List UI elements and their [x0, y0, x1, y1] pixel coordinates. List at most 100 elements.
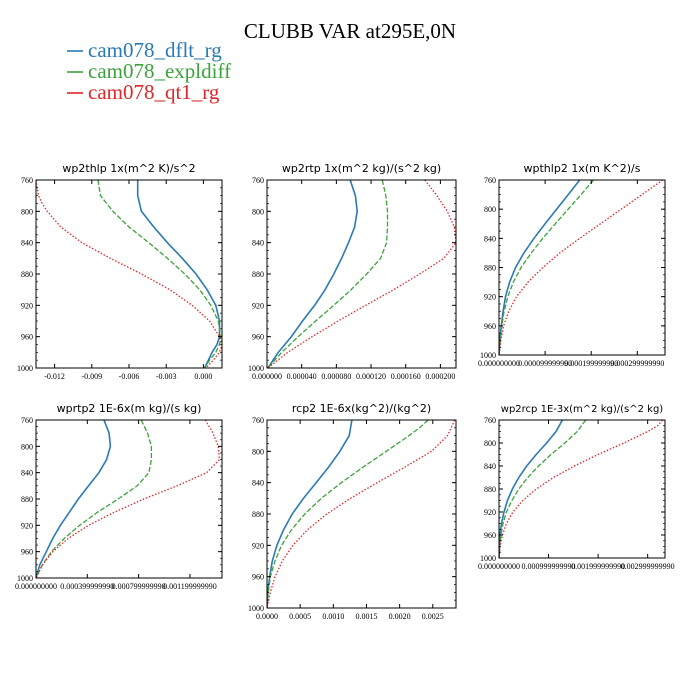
series-line: [499, 180, 594, 355]
panel-title: wp2thlp 1x(m^2 K)/s^2: [62, 162, 195, 175]
y-tick-label: 920: [484, 293, 496, 302]
x-tick-label: 0.000399999990: [60, 582, 114, 591]
y-tick-label: 840: [252, 239, 264, 248]
x-tick-label: 0.000080: [321, 372, 351, 381]
chart-panel: wp2rtp 1x(m^2 kg)/(s^2 kg) 760 800 840 880 92…: [248, 162, 457, 381]
x-tick-label: 0.000799999990: [112, 582, 166, 591]
y-tick-label: 920: [252, 301, 264, 310]
x-tick-label: 0.000000000: [478, 359, 520, 368]
chart-panel: wpthlp2 1x(m K^2)/s 760 800 840 880 920 960 100…: [478, 162, 666, 368]
x-tick-label: 0.001199999990: [163, 582, 217, 591]
series-line: [36, 420, 112, 578]
x-tick-label: -0.006: [119, 372, 140, 381]
y-tick-label: 760: [21, 416, 33, 425]
panel-title: wp2rcp 1E-3x(m^2 kg)/(s^2 kg): [501, 404, 664, 415]
series-line: [36, 420, 221, 578]
x-tick-label: 0.002999999990: [621, 562, 675, 571]
x-tick-label: 0.000200: [425, 372, 455, 381]
series-line: [499, 420, 587, 558]
x-tick-label: -0.009: [81, 372, 102, 381]
plot-frame: [266, 419, 457, 609]
chart-panel: wprtp2 1E-6x(m kg)/(s kg) 760 800 840 880 920…: [15, 402, 223, 591]
y-tick-label: 960: [252, 333, 264, 342]
x-tick-label: 0.000000000: [15, 582, 57, 591]
y-tick-label: 920: [21, 301, 33, 310]
panel-title: rcp2 1E-6x(kg^2)/(kg^2): [292, 402, 431, 415]
plot-frame: [35, 419, 223, 579]
series-line: [267, 420, 353, 608]
legend-entry: cam078_qt1_rg: [88, 80, 220, 104]
y-tick-label: 840: [484, 234, 496, 243]
y-tick-label: 880: [252, 510, 264, 519]
series-line: [36, 420, 153, 578]
series-line: [267, 180, 359, 368]
y-tick-label: 800: [21, 442, 33, 451]
panel-title: wpthlp2 1x(m K^2)/s: [524, 162, 641, 175]
series-line: [499, 420, 663, 558]
series-line: [36, 180, 222, 368]
y-tick-label: 960: [21, 548, 33, 557]
y-tick-label: 1000: [248, 364, 264, 373]
y-tick-label: 1000: [480, 351, 496, 360]
x-tick-label: 0.0005: [289, 612, 311, 621]
y-tick-label: 840: [484, 462, 496, 471]
x-tick-label: 0.0010: [322, 612, 344, 621]
y-tick-label: 840: [21, 469, 33, 478]
legend-entry: cam078_expldiff: [88, 59, 231, 83]
y-tick-label: 760: [484, 176, 496, 185]
y-tick-label: 960: [252, 573, 264, 582]
x-tick-label: 0.000999999990: [522, 562, 576, 571]
series-line: [97, 180, 222, 368]
y-tick-label: 800: [484, 205, 496, 214]
y-tick-label: 840: [21, 239, 33, 248]
figure-title: CLUBB VAR at295E,0N: [244, 19, 456, 43]
y-tick-label: 760: [21, 176, 33, 185]
y-tick-label: 880: [484, 485, 496, 494]
y-tick-label: 840: [252, 479, 264, 488]
x-tick-label: -0.003: [156, 372, 177, 381]
x-tick-label: 0.000000: [252, 372, 282, 381]
y-tick-label: 800: [21, 207, 33, 216]
y-tick-label: 920: [252, 541, 264, 550]
y-tick-label: 960: [21, 333, 33, 342]
x-tick-label: 0.001999999990: [571, 562, 625, 571]
y-tick-label: 880: [484, 264, 496, 273]
x-tick-label: 0.000160: [391, 372, 421, 381]
y-tick-label: 760: [252, 176, 264, 185]
y-tick-label: 880: [21, 495, 33, 504]
series-line: [499, 420, 564, 558]
y-tick-label: 1000: [17, 574, 33, 583]
chart-panel: rcp2 1E-6x(kg^2)/(kg^2) 760 800 840 880 920 96…: [248, 402, 457, 621]
chart-panel: wp2rcp 1E-3x(m^2 kg)/(s^2 kg) 760 800 840 88…: [478, 404, 675, 571]
panel-title: wp2rtp 1x(m^2 kg)/(s^2 kg): [282, 162, 441, 175]
series-line: [499, 180, 581, 355]
y-tick-label: 800: [252, 447, 264, 456]
x-tick-label: -0.012: [44, 372, 65, 381]
x-tick-label: 0.000000000: [478, 562, 520, 571]
series-line: [499, 180, 664, 355]
plot-frame: [498, 419, 666, 559]
y-tick-label: 760: [252, 416, 264, 425]
y-tick-label: 1000: [17, 364, 33, 373]
x-tick-label: 0.000: [194, 372, 212, 381]
plot-frame: [498, 179, 666, 356]
x-tick-label: 0.000199999990: [564, 359, 618, 368]
y-tick-label: 760: [484, 416, 496, 425]
series-line: [136, 180, 221, 368]
y-tick-label: 1000: [248, 604, 264, 613]
series-line: [267, 420, 429, 608]
y-tick-label: 920: [21, 521, 33, 530]
y-tick-label: 880: [21, 270, 33, 279]
panel-title: wprtp2 1E-6x(m kg)/(s kg): [57, 402, 202, 415]
x-tick-label: 0.0000: [256, 612, 278, 621]
y-tick-label: 960: [484, 531, 496, 540]
y-tick-label: 800: [484, 439, 496, 448]
panels: wp2thlp 1x(m^2 K)/s^2 760 800 840 880 920 960 1…: [15, 162, 675, 621]
y-tick-label: 1000: [480, 554, 496, 563]
x-tick-label: 0.000299999990: [610, 359, 664, 368]
plot-frame: [35, 179, 223, 369]
series-line: [267, 180, 389, 368]
chart-panel: wp2thlp 1x(m^2 K)/s^2 760 800 840 880 920 960 1…: [17, 162, 223, 381]
x-tick-label: 0.000120: [356, 372, 386, 381]
